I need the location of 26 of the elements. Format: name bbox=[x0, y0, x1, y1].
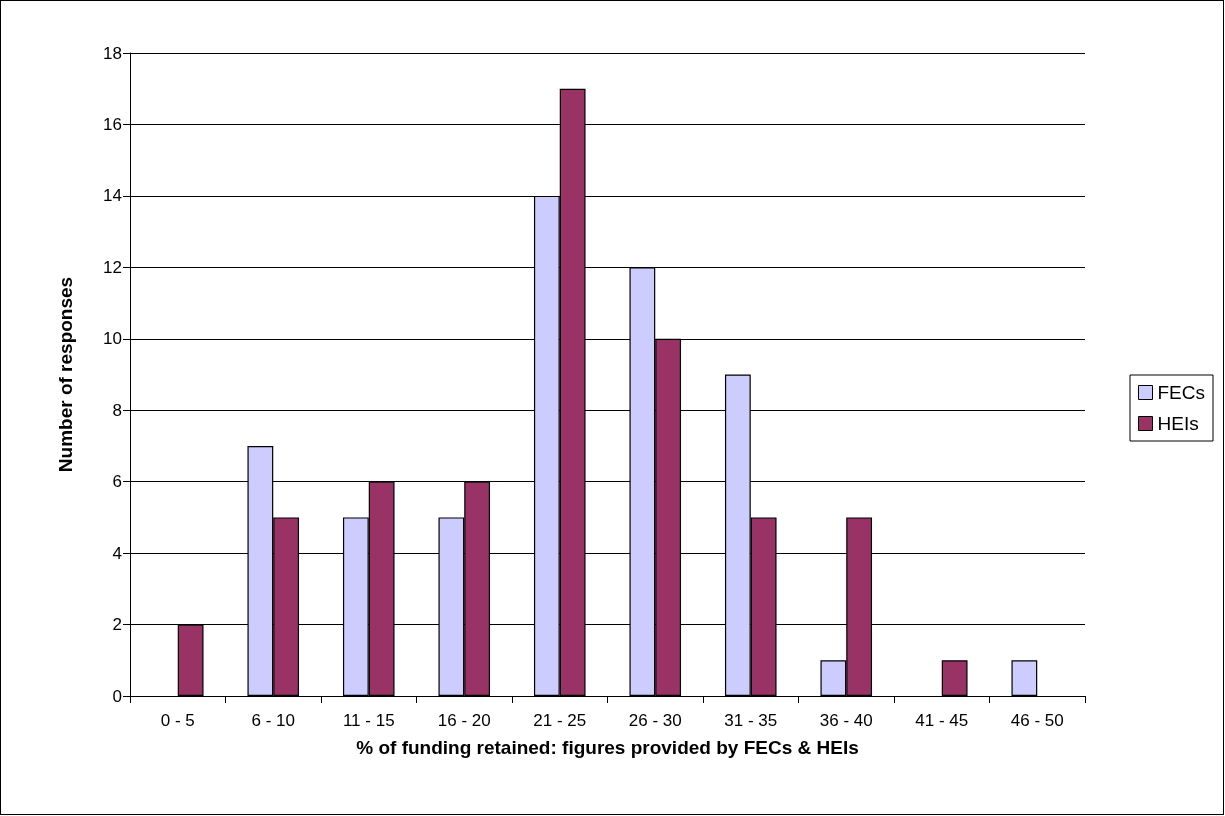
x-tick-label: 0 - 5 bbox=[160, 711, 195, 730]
x-tick-label: 11 - 15 bbox=[342, 711, 395, 730]
y-tick-label: 10 bbox=[103, 329, 122, 349]
x-tick-label: 31 - 35 bbox=[724, 711, 778, 730]
y-tick-label: 2 bbox=[112, 615, 122, 635]
y-tick-label: 0 bbox=[112, 686, 122, 706]
y-tick-label: 12 bbox=[103, 257, 122, 277]
x-tick-label: 26 - 30 bbox=[628, 711, 682, 730]
y-tick-label: 6 bbox=[112, 472, 122, 492]
legend-label: FECs bbox=[1157, 382, 1205, 403]
y-tick-label: 14 bbox=[103, 186, 122, 206]
y-tick-label: 18 bbox=[103, 43, 122, 63]
x-axis-title: % of funding retained: figures provided by FECs & HEIs bbox=[356, 737, 859, 758]
y-axis-title: Number of responses bbox=[55, 276, 76, 473]
y-tick-label: 16 bbox=[103, 114, 122, 134]
y-tick-label: 8 bbox=[112, 400, 122, 420]
x-tick-label: 6 - 10 bbox=[251, 711, 295, 730]
x-tick-label: 16 - 20 bbox=[437, 711, 491, 730]
bar bbox=[941, 660, 968, 696]
x-tick-label: 36 - 40 bbox=[819, 711, 873, 730]
bar bbox=[1011, 660, 1038, 696]
x-tick-label: 21 - 25 bbox=[533, 711, 587, 730]
x-tick-label: 46 - 50 bbox=[1010, 711, 1064, 730]
legend-label: HEIs bbox=[1157, 413, 1199, 434]
x-tick-label: 41 - 45 bbox=[915, 711, 969, 730]
y-tick-label: 4 bbox=[112, 543, 122, 563]
